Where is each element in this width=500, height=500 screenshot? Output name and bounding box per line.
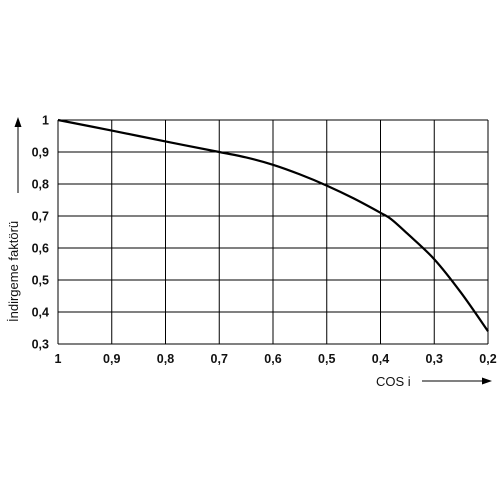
- y-tick-label: 0,4: [32, 306, 49, 320]
- y-tick-label: 0,5: [32, 274, 49, 288]
- x-tick-label: 0,8: [157, 352, 174, 366]
- x-tick-label: 0,3: [426, 352, 443, 366]
- x-tick-label: 0,4: [372, 352, 389, 366]
- x-axis-arrow: [422, 378, 492, 385]
- y-axis-title: İndirgeme faktörü: [6, 221, 21, 322]
- y-tick-label: 0,9: [32, 146, 49, 160]
- x-tick-label: 0,5: [318, 352, 335, 366]
- y-tick-label: 0,3: [32, 338, 49, 352]
- y-axis-ticks: 0,3 0,4 0,5 0,6 0,7 0,8 0,9 1: [32, 114, 49, 352]
- x-tick-label: 1: [55, 352, 62, 366]
- y-tick-label: 0,8: [32, 178, 49, 192]
- y-tick-label: 1: [42, 114, 49, 128]
- y-tick-label: 0,6: [32, 242, 49, 256]
- x-axis-title: COS i: [376, 374, 411, 389]
- x-tick-label: 0,6: [264, 352, 281, 366]
- x-tick-label: 0,2: [479, 352, 496, 366]
- y-tick-label: 0,7: [32, 210, 49, 224]
- x-tick-label: 0,7: [211, 352, 228, 366]
- y-axis-arrow: [15, 117, 22, 193]
- x-tick-label: 0,9: [103, 352, 120, 366]
- x-axis-ticks: 1 0,9 0,8 0,7 0,6 0,5 0,4 0,3 0,2: [55, 352, 497, 366]
- plot-grid: [58, 120, 488, 344]
